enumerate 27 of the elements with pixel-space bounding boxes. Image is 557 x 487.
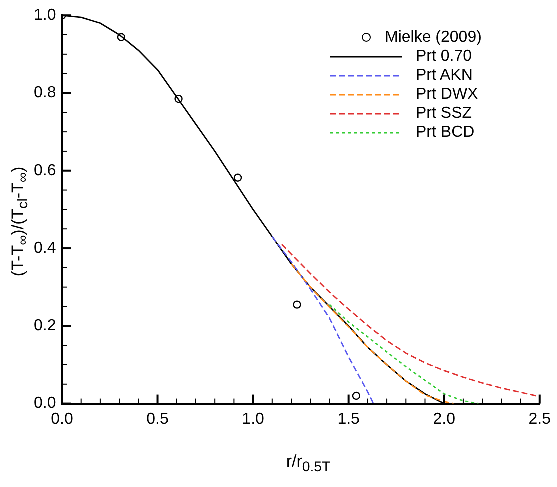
legend-label: Prt 0.70 (416, 48, 472, 66)
point (234, 174, 242, 182)
x-tick-label: 0.0 (51, 410, 74, 428)
y-tick-label: 0.8 (34, 84, 56, 102)
line-series (290, 263, 455, 404)
point (293, 300, 302, 309)
x-tick-label: 1.0 (242, 410, 265, 428)
y-tick-label: 1.0 (34, 7, 56, 24)
legend-label: Prt SSZ (416, 104, 472, 122)
x-axis-title: r/r$_{0.5T}$ (285, 452, 332, 476)
legend-label: Prt AKN (416, 66, 473, 84)
point (174, 94, 183, 104)
legend-label: Prt BCD (416, 124, 475, 142)
line-series (272, 236, 374, 404)
x-tick-label: 2.0 (433, 410, 456, 428)
y-tick-label: 0.4 (34, 240, 56, 257)
y-tick-label: 0.0 (34, 395, 56, 412)
point (117, 33, 126, 42)
x-tick-label: 2.5 (528, 410, 552, 428)
y-tick-label: 0.6 (34, 162, 56, 180)
x-tick-label: 1.5 (338, 410, 360, 428)
x-tick-label: 0.5 (146, 410, 169, 428)
point (352, 392, 361, 400)
y-tick-label: 0.2 (34, 318, 56, 335)
legend-label: Prt DWX (416, 86, 478, 104)
line-series (329, 304, 480, 404)
legend-label: Mielke (2009) (385, 28, 482, 46)
